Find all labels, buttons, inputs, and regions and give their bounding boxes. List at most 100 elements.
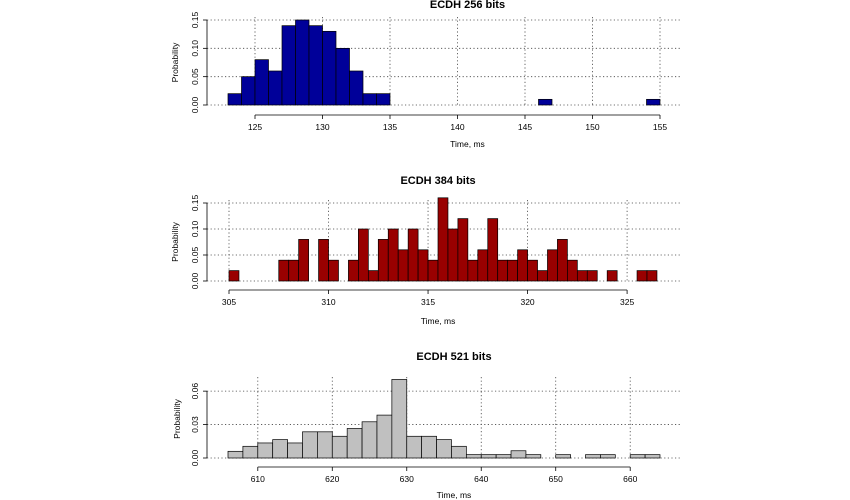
y-tick-label: 0.05 <box>190 246 200 263</box>
y-tick-label: 0.03 <box>190 416 200 433</box>
histogram-bar <box>331 435 348 459</box>
x-tick-label: 140 <box>450 122 464 132</box>
y-tick-label: 0.00 <box>190 272 200 289</box>
histogram-bar <box>547 249 558 282</box>
y-tick-label: 0.06 <box>190 383 200 400</box>
histogram-bar <box>257 442 274 459</box>
panel-2: 305 310 315 320 325 0.00 0.05 0.10 0.15 ECDH 384 … <box>170 175 680 326</box>
histogram-bar <box>646 270 658 282</box>
histogram-bar <box>527 259 538 282</box>
histogram-bar <box>376 93 391 106</box>
histogram-bar <box>367 270 379 282</box>
x-tick-label: 305 <box>222 297 236 307</box>
x-tick-label: 640 <box>474 474 488 484</box>
histogram-bar <box>295 19 310 106</box>
y-tick-label: 0.15 <box>190 11 200 28</box>
histogram-bar <box>567 259 578 282</box>
histogram-bar <box>436 439 452 459</box>
histogram-bar <box>376 414 393 459</box>
histogram-bar <box>348 259 359 282</box>
histogram-bar <box>281 25 296 106</box>
histogram-bar <box>517 249 528 282</box>
x-tick-label: 320 <box>520 297 534 307</box>
histogram-bar <box>272 439 288 459</box>
x-tick-label: 135 <box>383 122 397 132</box>
histogram-bar <box>585 454 601 459</box>
histogram-bar <box>646 98 661 106</box>
histogram-bar <box>288 259 300 282</box>
histogram-bar <box>421 435 437 459</box>
histogram-bar <box>507 259 518 282</box>
y-tick-label: 0.15 <box>190 194 200 211</box>
y-axis-label: Probability <box>170 42 180 82</box>
histogram-bar <box>600 454 616 459</box>
histogram-bar <box>629 454 646 459</box>
histogram-bar <box>361 421 378 459</box>
histogram-bar <box>538 98 553 106</box>
histogram-bar <box>349 70 364 106</box>
histogram-bar <box>397 249 409 282</box>
histogram-bar <box>228 270 240 282</box>
histogram-bar <box>308 25 323 106</box>
panel-1: 125 130 135 140 145 150 155 0.00 0.05 0.10 0.15 ECD… <box>170 0 680 149</box>
histogram-bar <box>298 239 309 282</box>
y-tick-label: 0.00 <box>190 96 200 113</box>
panel-3: 610 620 630 640 650 660 0.00 0.03 0.06 ECDH 521 b… <box>172 351 680 500</box>
y-axis-label: Probability <box>170 221 180 261</box>
histogram-bar <box>427 259 439 282</box>
histogram-bar <box>467 259 479 282</box>
histogram-bar <box>322 30 337 106</box>
x-axis-label: Time, ms <box>450 139 485 149</box>
histogram-bar <box>636 270 648 282</box>
y-tick-label: 0.10 <box>190 40 200 57</box>
histogram-bar <box>537 270 548 282</box>
histogram-bar <box>377 239 389 282</box>
x-tick-label: 310 <box>321 297 335 307</box>
histogram-bar <box>465 454 482 459</box>
histogram-bar <box>576 270 588 282</box>
histogram-bar <box>242 445 259 459</box>
x-tick-label: 150 <box>585 122 599 132</box>
histogram-bar <box>302 431 318 459</box>
chart-title: ECDH 384 bits <box>400 175 475 187</box>
histogram-bar <box>480 454 497 459</box>
x-tick-label: 610 <box>251 474 265 484</box>
histogram-bar <box>318 239 329 282</box>
y-tick-label: 0.00 <box>190 449 200 466</box>
histogram-bar <box>287 442 303 459</box>
x-tick-label: 620 <box>325 474 339 484</box>
histogram-bar <box>606 270 618 282</box>
histogram-bar <box>525 454 542 459</box>
histogram-bar <box>391 379 408 459</box>
histogram-bar <box>437 197 449 282</box>
histogram-bar <box>510 450 527 459</box>
x-axis-label: Time, ms <box>421 316 456 326</box>
y-tick-label: 0.05 <box>190 68 200 85</box>
x-tick-label: 325 <box>620 297 634 307</box>
x-tick-label: 660 <box>623 474 637 484</box>
histogram-bar <box>227 93 242 106</box>
histogram-bar <box>317 431 333 459</box>
x-tick-label: 155 <box>653 122 667 132</box>
histogram-bar <box>451 445 467 459</box>
x-tick-label: 315 <box>421 297 435 307</box>
histogram-bar <box>227 450 244 459</box>
x-tick-label: 650 <box>549 474 563 484</box>
histogram-bar <box>406 435 423 459</box>
histogram-bar <box>268 70 283 106</box>
histogram-bar <box>586 270 598 282</box>
histogram-bar <box>328 259 339 282</box>
histogram-bar <box>387 228 399 282</box>
chart-title: ECDH 521 bits <box>416 351 491 363</box>
histogram-bar <box>457 218 469 282</box>
histogram-bar <box>555 454 571 459</box>
x-tick-label: 125 <box>248 122 262 132</box>
histogram-bar <box>557 239 568 282</box>
histogram-bar <box>477 249 489 282</box>
histogram-bar <box>644 454 661 459</box>
histogram-bar <box>254 59 269 106</box>
x-axis-label: Time, ms <box>437 490 472 500</box>
histogram-bar <box>417 249 429 282</box>
histogram-bar <box>495 454 512 459</box>
